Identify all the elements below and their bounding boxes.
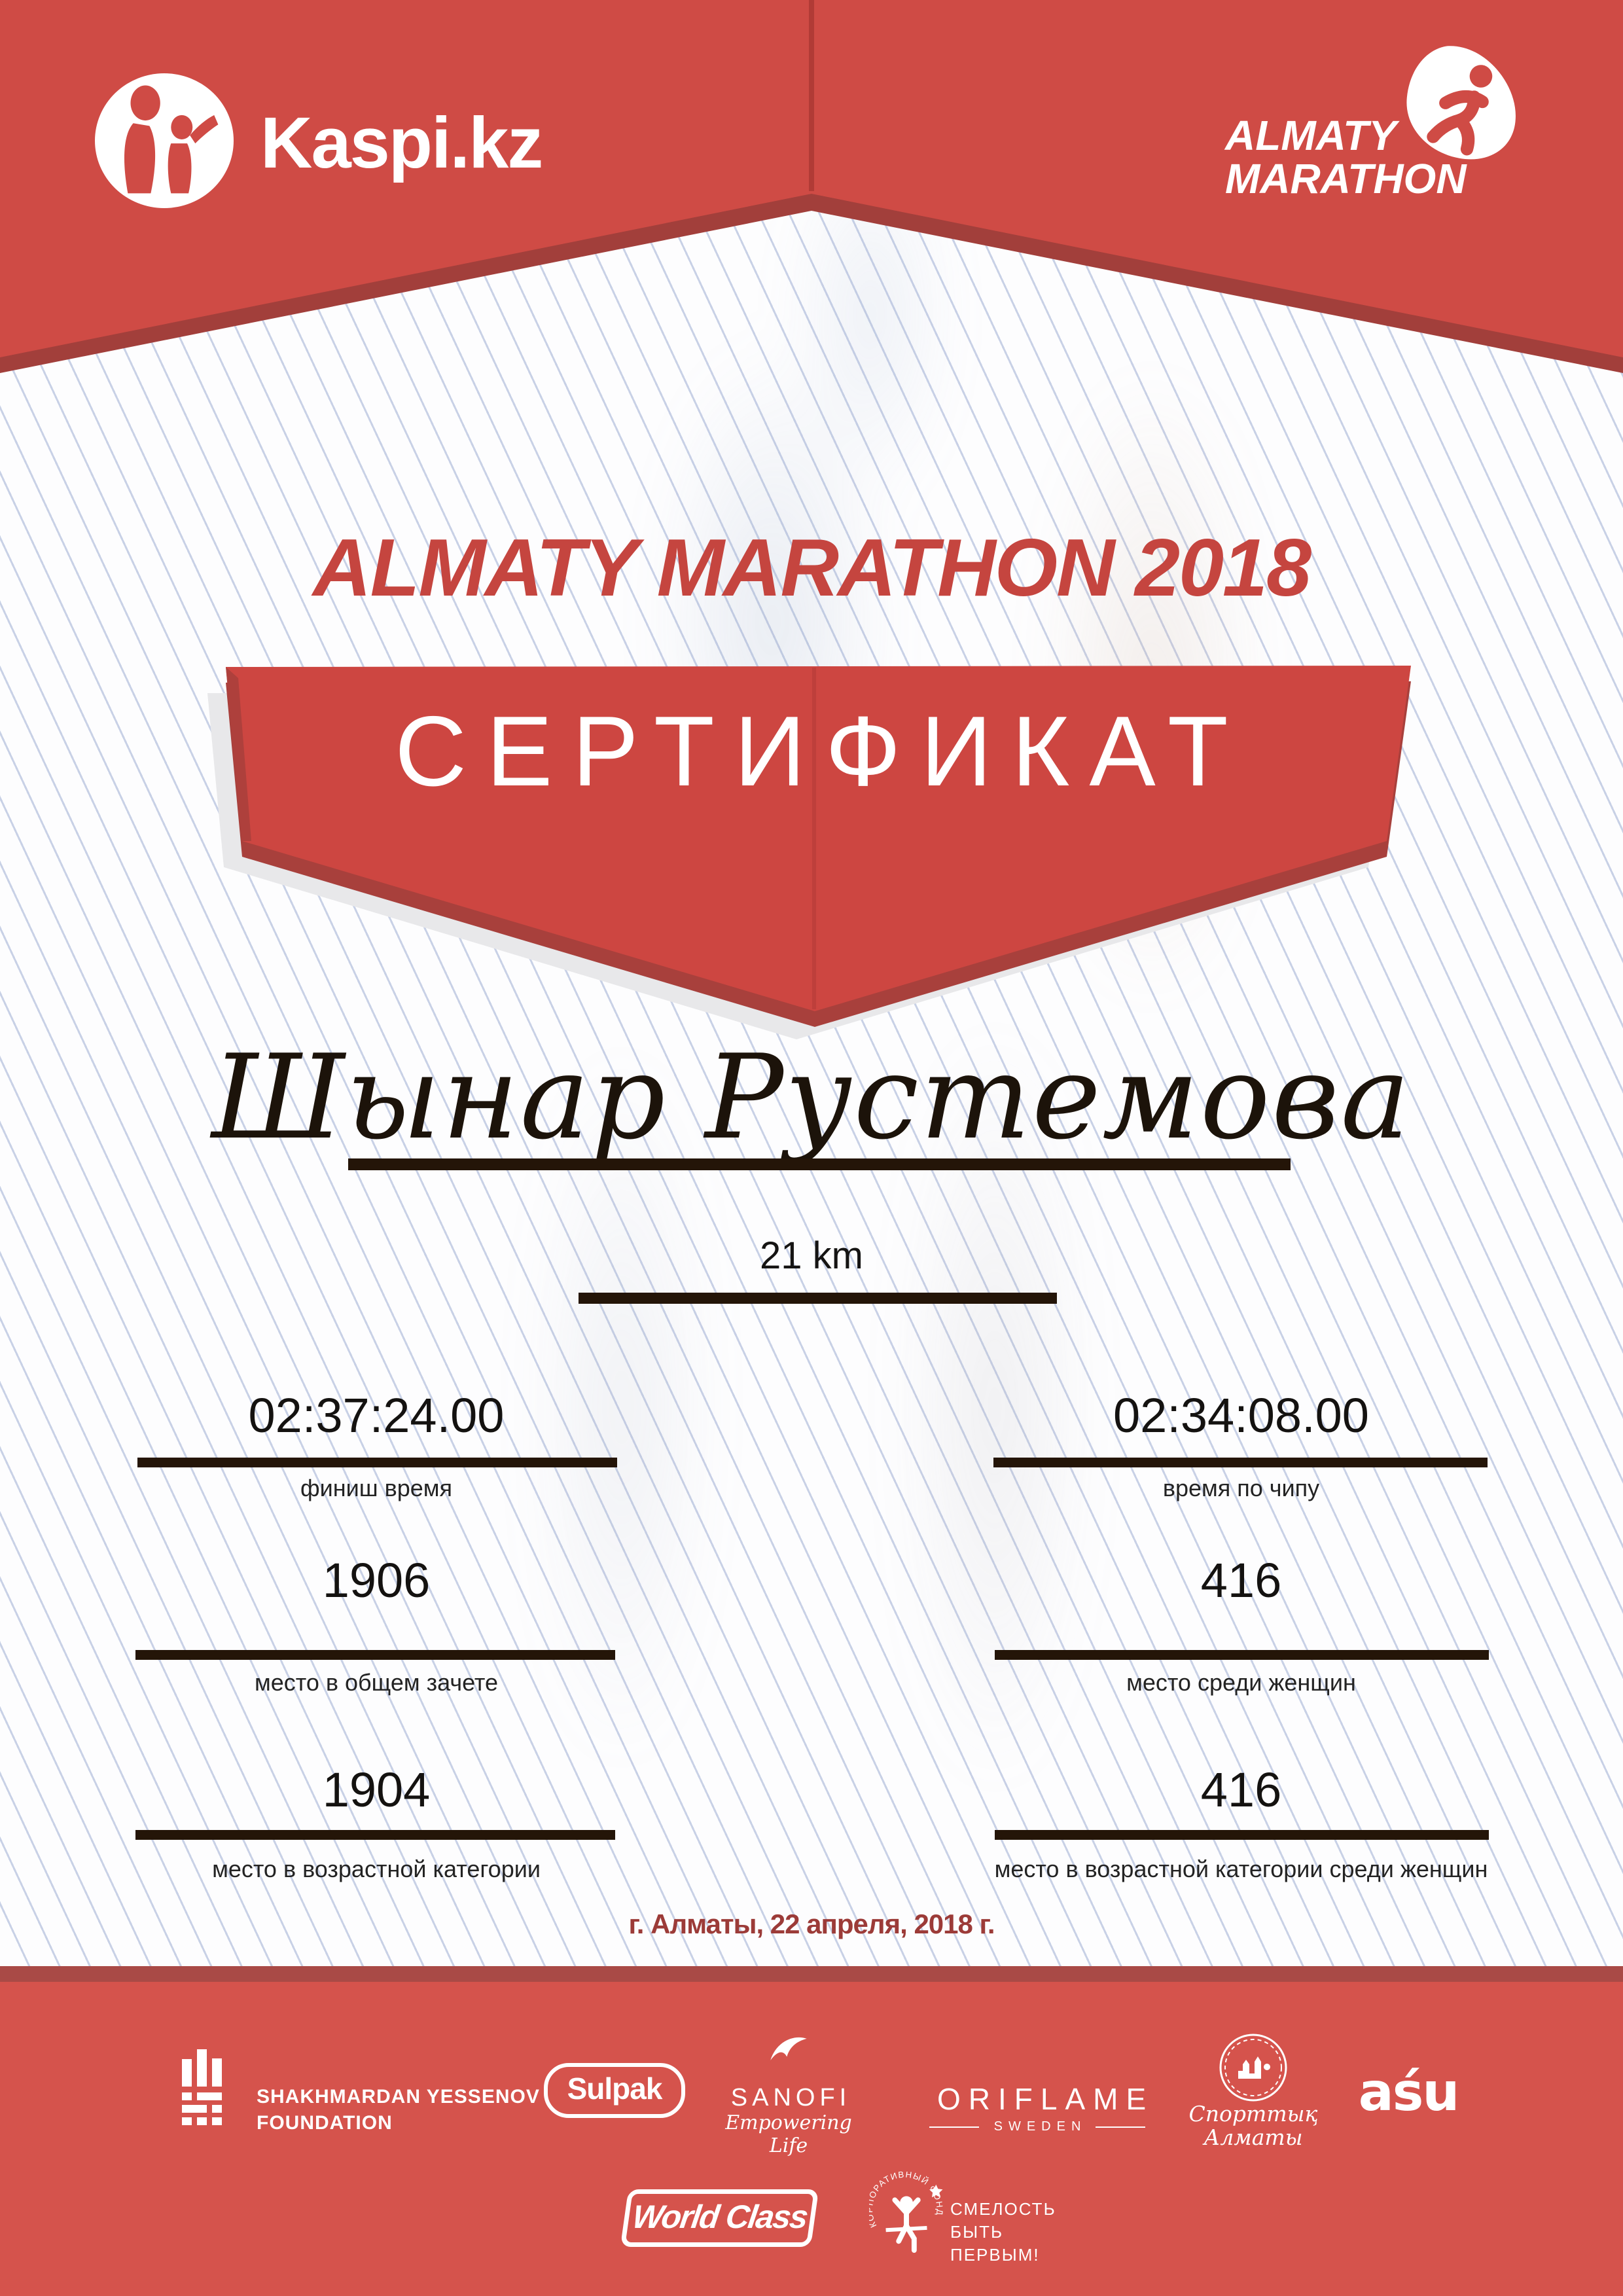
overall-place-value: 1906 xyxy=(322,1553,431,1607)
world-class-logo: World Class xyxy=(620,2189,819,2247)
age-women-place-label: место в возрастной категории среди женщи… xyxy=(994,1856,1488,1882)
age-place-value: 1904 xyxy=(322,1763,431,1817)
overall-place-underline xyxy=(135,1650,615,1660)
overall-place-label: место в общем зачете xyxy=(254,1669,499,1696)
almaty-marathon-egg-icon xyxy=(1406,46,1516,160)
oriflame-wordmark: ORIFLAME xyxy=(937,2082,1154,2116)
event-title: ALMATY MARATHON 2018 xyxy=(313,523,1311,613)
corporate-fund-slogan: СМЕЛОСТЬ БЫТЬ ПЕРВЫМ! xyxy=(950,2198,1056,2267)
fund-star-icon xyxy=(929,2184,943,2198)
sanofi-tagline: Empowering Life xyxy=(725,2111,852,2157)
almaty-marathon-wordmark: ALMATY MARATHON xyxy=(1225,114,1467,200)
footer-dark-stripe xyxy=(0,1966,1623,1982)
oriflame-left-rule xyxy=(929,2126,979,2128)
chip-time-value: 02:34:08.00 xyxy=(1113,1388,1369,1443)
almaty-marathon-line1: ALMATY xyxy=(1225,112,1397,159)
corporate-fund-runner-icon: КОРПОРАТИВНЫЙ ФОНД xyxy=(869,2172,944,2253)
sport-almaty-wordmark: Спорттық Алматы xyxy=(1188,2102,1319,2150)
women-place-underline xyxy=(995,1650,1489,1660)
women-place-label: место среди женщин xyxy=(1126,1669,1356,1696)
women-place-value: 416 xyxy=(1200,1553,1282,1607)
sanofi-wordmark: SANOFI xyxy=(730,2084,851,2111)
age-place-underline xyxy=(135,1830,615,1840)
yessenov-line1: SHAKHMARDAN YESSENOV xyxy=(257,2086,540,2108)
fund-slogan-line3: ПЕРВЫМ! xyxy=(950,2245,1040,2265)
certificate-ribbon: СЕРТИФИКАТ xyxy=(196,641,1427,1054)
oriflame-sweden-label: SWEDEN xyxy=(993,2119,1087,2134)
kaspi-logo xyxy=(95,73,234,208)
distance-value: 21 km xyxy=(760,1234,863,1277)
chip-time-label: время по чипу xyxy=(1162,1475,1320,1501)
kaspi-wordmark: Kaspi.kz xyxy=(260,103,543,183)
ribbon-center-fold xyxy=(812,668,816,1009)
oriflame-right-rule xyxy=(1096,2126,1146,2128)
yessenov-line2: FOUNDATION xyxy=(257,2111,393,2134)
chip-time-underline xyxy=(993,1458,1488,1467)
age-women-place-value: 416 xyxy=(1200,1763,1282,1817)
asu-logo: aśu xyxy=(1358,2062,1460,2123)
name-underline xyxy=(348,1158,1291,1170)
yessenov-foundation-icon xyxy=(182,2049,222,2125)
sport-almaty-line1: Спорттық xyxy=(1188,2101,1318,2126)
sulpak-logo: Sulpak xyxy=(544,2063,685,2118)
certificate-label: СЕРТИФИКАТ xyxy=(395,696,1248,807)
sport-almaty-line2: Алматы xyxy=(1204,2125,1303,2151)
finish-time-label: финиш время xyxy=(300,1475,452,1501)
city-date-line: г. Алматы, 22 апреля, 2018 г. xyxy=(628,1909,995,1939)
fund-slogan-line1: СМЕЛОСТЬ xyxy=(950,2199,1056,2219)
fund-slogan-line2: БЫТЬ xyxy=(950,2222,1004,2242)
yessenov-foundation-wordmark: SHAKHMARDAN YESSENOV FOUNDATION xyxy=(257,2084,540,2136)
kaspi-people-icon xyxy=(124,85,219,194)
distance-underline xyxy=(579,1293,1057,1304)
footer-red-band xyxy=(0,1982,1623,2296)
finish-time-value: 02:37:24.00 xyxy=(248,1388,505,1443)
header-center-fold xyxy=(809,0,814,191)
sanofi-bird-icon xyxy=(770,2037,807,2060)
age-women-place-underline xyxy=(995,1830,1489,1840)
participant-name: Шынар Рустемова xyxy=(211,1030,1412,1165)
finish-time-underline xyxy=(137,1458,617,1467)
sport-almaty-emblem-icon xyxy=(1219,2034,1287,2102)
oriflame-sweden-row: SWEDEN xyxy=(929,2119,1146,2134)
almaty-marathon-line2: MARATHON xyxy=(1225,155,1467,202)
age-place-label: место в возрастной категории xyxy=(212,1856,541,1882)
